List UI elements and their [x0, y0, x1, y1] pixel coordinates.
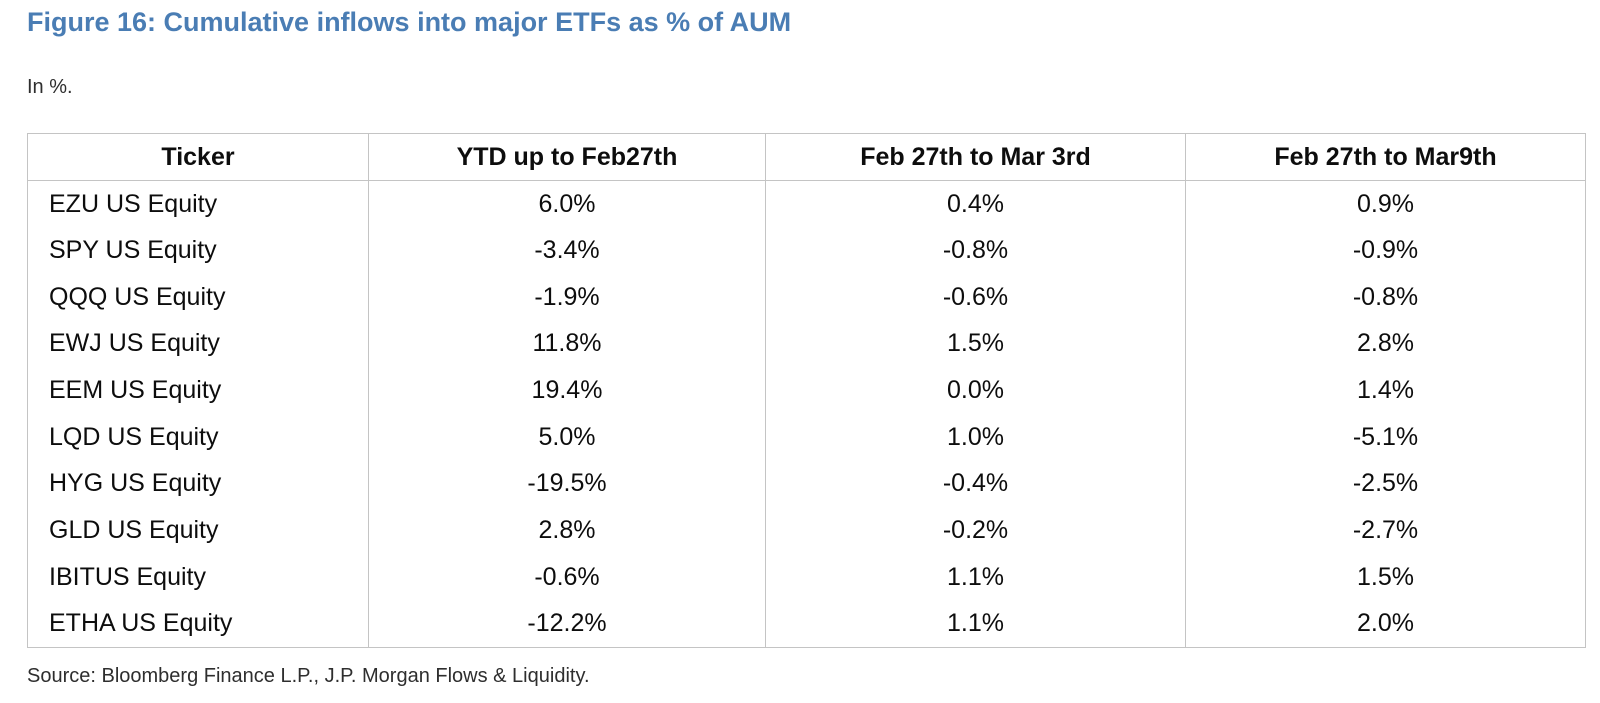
ticker-cell: ETHA US Equity: [27, 600, 369, 648]
table-header-row: Ticker YTD up to Feb27th Feb 27th to Mar…: [27, 133, 1586, 181]
value-cell: 1.5%: [1185, 554, 1586, 601]
table-row: EWJ US Equity 11.8% 1.5% 2.8%: [27, 320, 1586, 368]
value-cell: 11.8%: [368, 320, 766, 368]
value-cell: 1.4%: [1185, 367, 1586, 414]
value-cell: -3.4%: [368, 227, 766, 274]
value-cell: 5.0%: [368, 413, 766, 461]
value-cell: -0.8%: [765, 227, 1186, 274]
table-row: HYG US Equity -19.5% -0.4% -2.5%: [27, 460, 1586, 508]
table-row: SPY US Equity -3.4% -0.8% -0.9%: [27, 227, 1586, 274]
value-cell: 1.1%: [765, 600, 1186, 648]
value-cell: 2.0%: [1185, 600, 1586, 648]
value-cell: 2.8%: [1185, 320, 1586, 368]
column-header-ticker: Ticker: [27, 133, 369, 181]
value-cell: 0.4%: [765, 180, 1186, 228]
value-cell: -5.1%: [1185, 413, 1586, 461]
column-header-feb27-mar3: Feb 27th to Mar 3rd: [765, 133, 1186, 181]
value-cell: -19.5%: [368, 460, 766, 508]
ticker-cell: GLD US Equity: [27, 507, 369, 554]
table-row: ETHA US Equity -12.2% 1.1% 2.0%: [27, 600, 1586, 648]
figure-title: Figure 16: Cumulative inflows into major…: [27, 7, 792, 37]
value-cell: -0.6%: [368, 554, 766, 601]
value-cell: 2.8%: [368, 507, 766, 554]
table-row: EEM US Equity 19.4% 0.0% 1.4%: [27, 367, 1586, 414]
value-cell: 0.9%: [1185, 180, 1586, 228]
value-cell: 6.0%: [368, 180, 766, 228]
table-row: IBITUS Equity -0.6% 1.1% 1.5%: [27, 554, 1586, 601]
table-row: GLD US Equity 2.8% -0.2% -2.7%: [27, 507, 1586, 554]
value-cell: -1.9%: [368, 273, 766, 321]
column-header-feb27-mar9: Feb 27th to Mar9th: [1185, 133, 1586, 181]
table-row: QQQ US Equity -1.9% -0.6% -0.8%: [27, 273, 1586, 321]
ticker-cell: LQD US Equity: [27, 413, 369, 461]
ticker-cell: IBITUS Equity: [27, 554, 369, 601]
value-cell: 0.0%: [765, 367, 1186, 414]
value-cell: -0.2%: [765, 507, 1186, 554]
ticker-cell: SPY US Equity: [27, 227, 369, 274]
value-cell: -0.9%: [1185, 227, 1586, 274]
ticker-cell: EZU US Equity: [27, 180, 369, 228]
table-row: LQD US Equity 5.0% 1.0% -5.1%: [27, 413, 1586, 461]
column-header-ytd: YTD up to Feb27th: [368, 133, 766, 181]
value-cell: -0.6%: [765, 273, 1186, 321]
value-cell: 1.1%: [765, 554, 1186, 601]
value-cell: 1.5%: [765, 320, 1186, 368]
value-cell: 19.4%: [368, 367, 766, 414]
value-cell: -0.4%: [765, 460, 1186, 508]
value-cell: -0.8%: [1185, 273, 1586, 321]
figure-units-label: In %.: [27, 76, 73, 98]
etf-flows-table: Ticker YTD up to Feb27th Feb 27th to Mar…: [27, 133, 1586, 648]
table-row: EZU US Equity 6.0% 0.4% 0.9%: [27, 180, 1586, 228]
ticker-cell: EEM US Equity: [27, 367, 369, 414]
ticker-cell: HYG US Equity: [27, 460, 369, 508]
ticker-cell: EWJ US Equity: [27, 320, 369, 368]
value-cell: 1.0%: [765, 413, 1186, 461]
source-attribution: Source: Bloomberg Finance L.P., J.P. Mor…: [27, 665, 590, 687]
value-cell: -2.5%: [1185, 460, 1586, 508]
value-cell: -12.2%: [368, 600, 766, 648]
value-cell: -2.7%: [1185, 507, 1586, 554]
ticker-cell: QQQ US Equity: [27, 273, 369, 321]
